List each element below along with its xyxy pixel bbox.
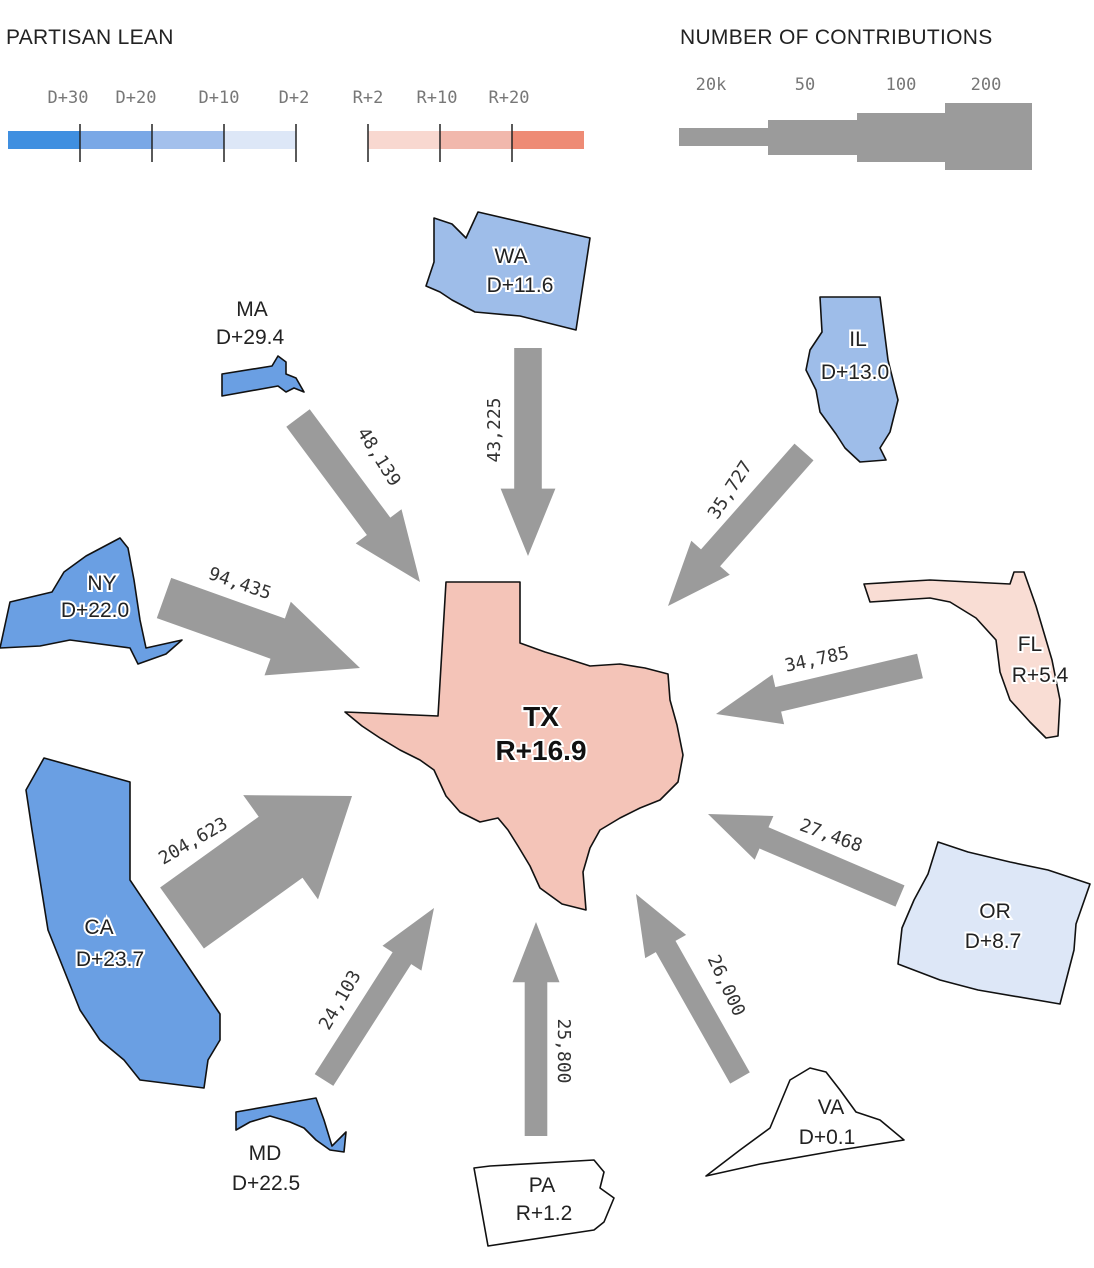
state-abbr-md: MD [249,1142,282,1165]
partisan-tick-marks [79,124,513,162]
state-lean-va: D+0.1 [799,1126,856,1149]
contributions-legend: NUMBER OF CONTRIBUTIONS 20k 50 100 200 [679,26,1032,170]
color-swatch-even [296,131,368,149]
state-shape-wa [425,211,591,331]
tick-label-r2: R+2 [353,88,384,108]
state-lean-wa: D+11.6 [487,274,554,297]
state-abbr-or: OR [979,900,1011,923]
tick-label-d10: D+10 [199,88,240,108]
state-shape-or [897,841,1091,1005]
state-lean-md: D+22.5 [232,1172,300,1195]
flow-arrow-md [314,908,434,1086]
flow-arrow-pa [512,922,560,1136]
flow-arrow-fl [716,653,923,725]
color-swatch-d2 [224,131,296,149]
state-abbr-il: IL [849,328,867,351]
color-swatch-d30plus [8,131,80,149]
state-abbr-pa: PA [529,1174,555,1197]
width-tick-50: 50 [795,75,815,95]
tick-label-d30: D+30 [48,88,89,108]
state-shape-pa [473,1159,615,1247]
flow-label-wa: 43,225 [484,397,505,462]
partisan-lean-legend: PARTISAN LEAN D+30 D+20 D+10 D+2 R+2 R+1… [6,26,584,162]
center-state-abbr: TX [523,701,559,732]
center-state-lean: R+16.9 [495,735,586,766]
state-shape-fl [863,571,1061,739]
state-shape-ma [221,355,305,397]
width-tick-100: 100 [886,75,917,95]
flow-label-fl: 34,785 [783,643,851,677]
state-shape-md [235,1097,347,1153]
state-lean-il: D+13.0 [821,361,889,384]
color-swatch-d20 [80,131,152,149]
partisan-color-bar [8,131,584,149]
state-shape-va [705,1067,905,1177]
flow-arrow-ny [156,577,360,676]
state-abbr-ma: MA [236,298,268,321]
tick-label-r20: R+20 [489,88,530,108]
width-tick-200: 200 [971,75,1002,95]
contributions-title: NUMBER OF CONTRIBUTIONS [680,26,993,49]
state-shapes [0,211,1091,1247]
color-swatch-r20 [512,131,584,149]
color-swatch-r10 [440,131,512,149]
state-abbr-fl: FL [1018,633,1043,656]
state-shape-tx [344,581,684,911]
color-swatch-r2 [368,131,440,149]
state-abbr-ca: CA [84,916,113,939]
state-shape-il [805,296,899,463]
flow-label-pa: 25,800 [553,1018,574,1083]
flow-arrow-ca [160,795,352,949]
state-labels: TX R+16.9 WA D+11.6 MA D+29.4 IL D+13.0 … [59,243,1071,1227]
state-shape-ca [25,757,221,1089]
state-lean-fl: R+5.4 [1012,664,1069,687]
flow-arrows [156,348,923,1136]
tick-label-r10: R+10 [417,88,458,108]
state-lean-ma: D+29.4 [216,326,285,349]
width-tick-20k: 20k [696,75,727,95]
tick-label-d20: D+20 [116,88,157,108]
color-swatch-d10 [152,131,224,149]
tick-label-d2: D+2 [279,88,310,108]
partisan-lean-title: PARTISAN LEAN [6,26,174,49]
state-abbr-ny: NY [87,572,116,595]
flow-arrow-il [668,443,814,606]
state-lean-ca: D+23.7 [76,948,144,971]
state-shape-ny [0,537,183,665]
contribution-width-scale [679,103,1032,170]
state-lean-or: D+8.7 [965,930,1022,953]
state-lean-ny: D+22.0 [61,599,129,622]
state-abbr-wa: WA [494,245,527,268]
flow-arrow-wa [500,348,556,556]
flow-arrow-va [636,894,750,1084]
state-abbr-va: VA [818,1096,844,1119]
state-lean-pa: R+1.2 [516,1202,573,1225]
flow-arrow-or [708,814,905,907]
flow-arrow-ma [286,409,420,582]
